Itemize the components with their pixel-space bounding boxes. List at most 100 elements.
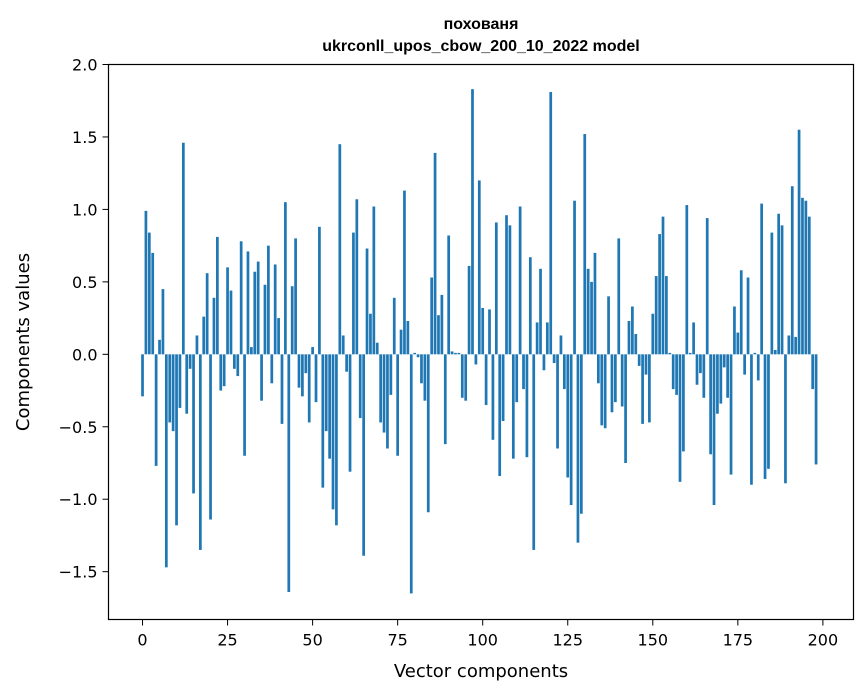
y-tick-label-5: −0.5 [59,418,98,437]
bar-78 [406,320,410,355]
bar-134 [597,354,600,384]
bar-190 [787,335,791,355]
bar-133 [593,252,597,355]
bar-15 [192,354,195,494]
bar-179 [750,354,753,485]
x-tick-label-6: 150 [638,631,669,650]
bar-4 [154,354,158,466]
bar-141 [620,354,624,407]
bar-101 [484,354,488,406]
bar-43 [287,354,291,592]
bar-122 [556,354,559,449]
bar-71 [382,354,386,433]
bar-168 [712,354,716,506]
bar-99 [477,180,481,355]
bar-66 [365,248,369,355]
y-axis-label: Components values [13,253,34,431]
bar-28 [236,354,240,377]
bar-143 [627,320,631,355]
bar-195 [804,200,808,355]
x-tick-label-7: 175 [723,631,754,650]
bar-69 [375,342,379,355]
bar-187 [777,213,781,355]
bar-188 [780,225,784,355]
bar-152 [658,234,661,355]
bar-58 [338,144,342,355]
bar-174 [733,306,736,355]
bar-65 [362,354,365,556]
bar-32 [250,347,253,355]
bar-129 [579,354,583,514]
bar-126 [569,354,573,506]
bar-2 [147,232,151,355]
bar-157 [675,354,678,395]
bar-150 [651,313,655,355]
bar-46 [297,354,301,388]
y-tick-label-3: 0.5 [72,273,97,292]
bar-146 [637,354,641,366]
y-tick-label-6: −1.0 [59,490,98,509]
bar-161 [688,352,692,355]
bar-177 [743,354,746,375]
bar-182 [760,203,764,355]
bar-144 [631,306,634,355]
bar-27 [233,354,236,369]
bar-189 [784,354,787,484]
bar-84 [426,354,430,513]
bar-92 [454,352,457,355]
bar-164 [699,354,702,374]
bar-125 [566,354,570,478]
bar-98 [474,354,478,365]
bar-184 [767,354,770,469]
bar-20 [209,354,212,520]
bar-6 [161,289,165,355]
bar-130 [583,134,587,355]
bar-90 [447,235,451,355]
bar-160 [685,205,689,355]
bar-194 [801,197,804,355]
bar-23 [219,354,223,391]
bar-75 [396,354,400,456]
bar-67 [369,313,372,355]
bar-22 [216,236,219,355]
bar-91 [450,351,454,355]
bar-170 [719,354,723,404]
bar-31 [246,251,250,355]
bar-72 [386,354,389,449]
bar-73 [389,354,393,395]
bar-186 [773,349,777,355]
bar-191 [790,186,794,355]
bar-37 [267,245,270,355]
bar-107 [505,215,508,355]
bar-34 [256,261,260,355]
bar-94 [460,354,464,398]
bar-64 [358,354,362,419]
bar-180 [753,352,757,355]
bar-196 [807,216,811,355]
bar-79 [409,354,413,594]
bar-115 [532,354,536,550]
bar-116 [535,322,539,355]
bar-93 [457,352,461,355]
bar-35 [260,354,263,401]
bar-5 [158,339,161,355]
bar-42 [284,202,287,355]
bar-114 [528,257,532,355]
bar-26 [229,290,233,355]
bar-198 [814,354,818,465]
bar-50 [311,347,314,355]
bars-group [141,89,818,594]
bar-103 [491,354,495,440]
bar-85 [430,277,434,355]
bar-156 [671,354,675,390]
bar-106 [501,354,505,421]
x-tick-label-0: 0 [137,631,147,650]
bar-169 [716,354,719,414]
bar-48 [304,354,308,374]
bar-25 [226,267,229,355]
bar-17 [198,354,202,550]
x-axis-ticks: 0 25 50 75 100 125 150 175 200 [137,619,838,650]
bar-117 [539,268,542,355]
bar-108 [508,225,512,355]
bar-52 [318,226,321,355]
